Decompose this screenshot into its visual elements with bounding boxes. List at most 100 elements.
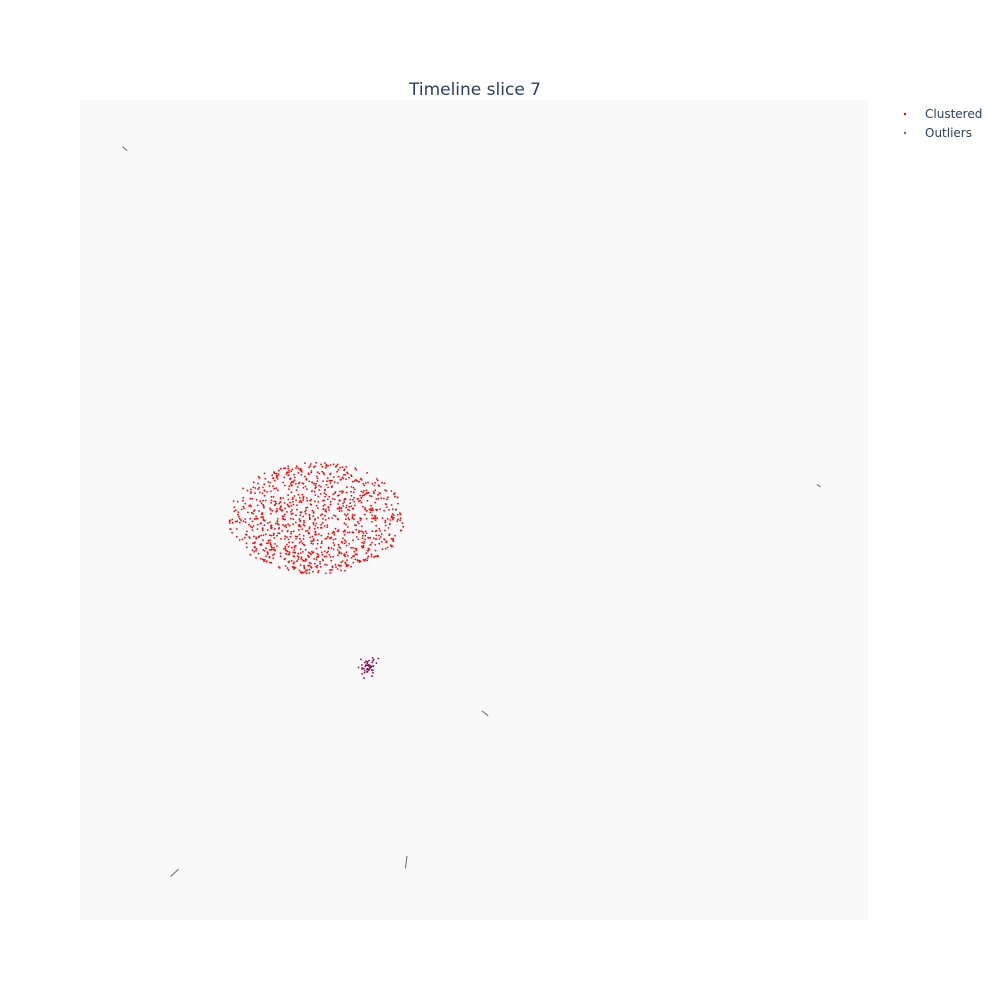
legend[interactable]: Clustered Outliers	[903, 107, 983, 140]
clustered-point	[236, 520, 239, 523]
clustered-point	[283, 548, 285, 550]
clustered-point	[332, 538, 335, 541]
clustered-point	[370, 504, 372, 507]
clustered-point	[325, 508, 327, 511]
clustered-point	[318, 472, 321, 475]
clustered-point	[318, 533, 320, 535]
clustered-point	[370, 666, 372, 669]
clustered-point	[292, 523, 294, 525]
clustered-point	[328, 479, 331, 482]
clustered-point	[286, 511, 288, 513]
clustered-point	[251, 529, 254, 531]
clustered-point	[330, 479, 333, 482]
clustered-point	[322, 505, 325, 507]
legend-item-clustered[interactable]: Clustered	[903, 107, 983, 121]
clustered-point	[287, 545, 290, 548]
clustered-point	[320, 542, 323, 545]
clustered-point	[377, 498, 380, 500]
clustered-point	[363, 484, 366, 487]
clustered-point	[319, 514, 322, 517]
clustered-point	[274, 549, 276, 552]
clustered-point	[295, 514, 297, 517]
clustered-point	[388, 533, 391, 536]
clustered-point	[352, 498, 354, 501]
clustered-point	[256, 523, 259, 526]
clustered-point	[310, 540, 313, 543]
clustered-point	[329, 572, 332, 574]
clustered-point	[240, 508, 243, 511]
clustered-point	[275, 522, 277, 525]
clustered-point	[385, 503, 388, 505]
clustered-point	[322, 508, 325, 511]
clustered-point	[269, 525, 272, 527]
clustered-point	[391, 518, 394, 521]
clustered-point	[289, 501, 291, 504]
clustered-point	[232, 500, 235, 502]
clustered-point	[351, 531, 354, 534]
clustered-point	[365, 660, 367, 662]
clustered-point	[276, 489, 279, 492]
clustered-point	[292, 551, 295, 554]
clustered-point	[291, 546, 293, 549]
clustered-point	[321, 553, 324, 556]
clustered-point	[360, 517, 363, 520]
clustered-point	[331, 566, 334, 569]
clustered-point	[334, 465, 337, 468]
clustered-point	[287, 538, 290, 541]
clustered-point	[297, 529, 300, 531]
clustered-point	[257, 488, 259, 490]
clustered-point	[278, 532, 281, 535]
clustered-point	[336, 482, 339, 484]
clustered-point	[374, 549, 377, 552]
clustered-point	[296, 508, 298, 511]
clustered-point	[368, 508, 371, 511]
clustered-point	[310, 470, 313, 472]
clustered-point	[378, 527, 381, 530]
clustered-point	[387, 496, 389, 499]
clustered-point	[293, 566, 295, 568]
clustered-point	[244, 518, 247, 520]
clustered-point	[307, 531, 310, 534]
clustered-point	[363, 677, 365, 679]
clustered-point	[288, 471, 290, 474]
clustered-point	[332, 476, 335, 478]
clustered-point	[327, 506, 330, 508]
clustered-point	[300, 557, 303, 560]
clustered-point	[293, 495, 296, 497]
clustered-point	[378, 542, 381, 545]
clustered-point	[310, 542, 313, 545]
clustered-point	[314, 484, 317, 487]
clustered-point	[347, 517, 350, 520]
clustered-point	[340, 552, 343, 555]
clustered-point	[266, 522, 269, 524]
legend-item-outliers[interactable]: Outliers	[903, 126, 972, 140]
clustered-point	[331, 532, 334, 534]
clustered-point	[357, 666, 360, 669]
clustered-point	[333, 544, 336, 547]
clustered-point	[295, 499, 297, 501]
clustered-point	[305, 572, 308, 575]
clustered-point	[270, 495, 273, 498]
clustered-point	[345, 514, 348, 517]
legend-label-clustered: Clustered	[925, 107, 982, 121]
clustered-point	[296, 555, 299, 557]
clustered-point	[271, 546, 273, 549]
clustered-point	[367, 547, 370, 550]
clustered-point	[269, 481, 271, 484]
clustered-point	[259, 500, 262, 503]
clustered-point	[316, 539, 319, 542]
clustered-point	[341, 466, 344, 469]
clustered-point	[323, 550, 326, 553]
clustered-point	[360, 501, 363, 504]
clustered-point	[383, 538, 386, 541]
clustered-point	[365, 517, 368, 520]
clustered-point	[315, 565, 317, 568]
clustered-point	[337, 529, 340, 531]
clustered-point	[323, 473, 326, 476]
clustered-point	[259, 491, 261, 494]
clustered-point	[299, 548, 302, 551]
clustered-point	[325, 493, 327, 496]
clustered-point	[252, 525, 255, 527]
clustered-point	[350, 546, 352, 549]
outlier-segment	[122, 146, 128, 152]
